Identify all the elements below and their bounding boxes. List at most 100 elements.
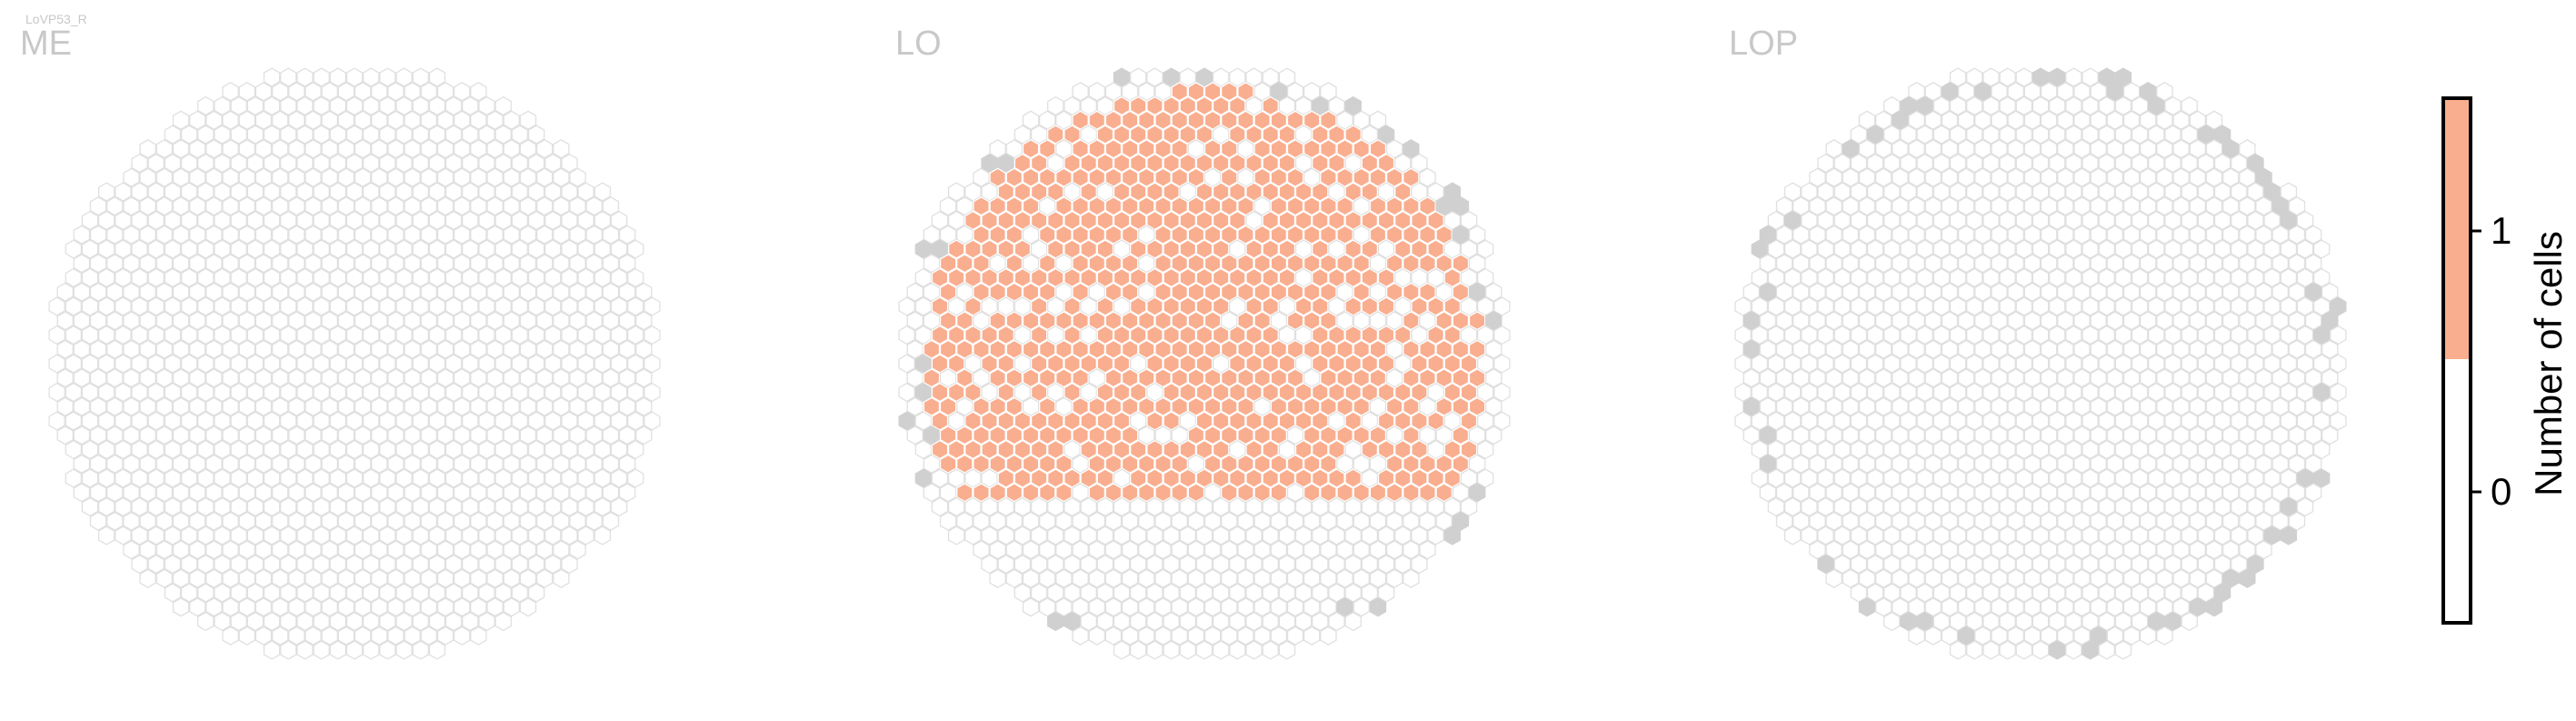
hex-cell — [947, 267, 965, 288]
hex-cell — [1900, 153, 1917, 174]
hex-cell — [2065, 496, 2082, 517]
hex-cell — [2189, 254, 2206, 274]
hex-cell — [246, 153, 265, 174]
hex-cell — [329, 439, 347, 460]
hex-cell — [1336, 139, 1353, 159]
hex-cell — [503, 282, 520, 302]
hex-cell — [956, 368, 973, 388]
hex-cell — [1179, 640, 1197, 660]
hex-cell — [2156, 626, 2173, 646]
hex-cell — [2288, 511, 2306, 531]
hex-cell — [2048, 496, 2066, 517]
hex-cell — [2231, 439, 2248, 460]
hex-cell — [2312, 411, 2331, 431]
hex-cell — [1138, 339, 1155, 359]
hex-cell — [1452, 339, 1470, 359]
hex-cell — [914, 468, 933, 488]
hex-cell — [89, 426, 107, 446]
hex-cell — [81, 325, 99, 345]
hex-cell — [1892, 139, 1909, 159]
hex-cell — [1982, 382, 2000, 403]
hex-cell — [2164, 325, 2182, 345]
hex-cell — [131, 325, 148, 345]
hex-cell — [1908, 167, 1925, 187]
hex-cell — [2007, 426, 2024, 446]
hex-cell — [1900, 239, 1917, 259]
hex-cell — [444, 95, 463, 116]
hex-cell — [1817, 182, 1834, 202]
hex-cell — [2065, 182, 2082, 202]
hex-cell — [1783, 182, 1802, 202]
hex-cell — [2271, 282, 2289, 302]
hex-cell — [1949, 153, 1967, 174]
hex-cell — [255, 282, 273, 302]
colorbar-tick-label-1: 1 — [2491, 209, 2511, 252]
hex-cell — [1344, 583, 1362, 603]
hex-cell — [2197, 182, 2215, 202]
hex-cell — [1949, 411, 1967, 431]
hex-cell — [1320, 540, 1337, 560]
hex-cell — [164, 554, 182, 575]
hex-cell — [470, 282, 487, 302]
hex-cell — [189, 254, 206, 274]
hex-cell — [1113, 354, 1131, 374]
hex-cell — [1278, 496, 1296, 517]
hex-cell — [602, 511, 620, 531]
hex-cell — [197, 239, 215, 259]
hex-cell — [1303, 167, 1321, 187]
hex-cell — [923, 311, 941, 331]
hex-cell — [238, 311, 256, 331]
hex-cell — [436, 110, 454, 130]
hex-cell — [503, 339, 520, 359]
hex-cell — [296, 296, 314, 316]
hex-cell — [1833, 439, 1851, 460]
hex-cell — [470, 511, 487, 531]
hex-cell — [2280, 239, 2298, 259]
hex-cell — [1842, 396, 1860, 416]
hex-cell — [2304, 339, 2322, 359]
hex-cell — [1022, 339, 1040, 359]
hex-cell — [1411, 382, 1428, 403]
hex-cell — [263, 382, 281, 403]
hex-cell — [387, 426, 404, 446]
hex-cell — [1286, 454, 1304, 474]
hex-cell — [362, 95, 380, 116]
hex-cell — [1999, 354, 2016, 374]
hex-cell — [2106, 368, 2124, 388]
hex-cell — [1842, 282, 1860, 302]
hex-cell — [1974, 254, 1992, 274]
hex-cell — [1039, 396, 1056, 416]
hex-cell — [1130, 496, 1147, 517]
hex-cell — [2247, 382, 2264, 403]
hex-cell — [1924, 311, 1942, 331]
hex-cell — [1072, 311, 1089, 331]
hex-cell — [2239, 196, 2256, 216]
hex-cell — [1221, 626, 1238, 646]
hex-cell — [956, 426, 973, 446]
hex-cell — [470, 139, 487, 159]
hex-cell — [1328, 554, 1345, 575]
hex-cell — [1394, 296, 1412, 316]
hex-cell — [1883, 325, 1901, 345]
hex-cell — [1419, 311, 1436, 331]
hex-cell — [180, 496, 198, 517]
hex-cell — [1353, 454, 1370, 474]
hex-cell — [1385, 368, 1403, 388]
hex-cell — [1179, 354, 1197, 374]
hex-cell — [280, 354, 297, 374]
hex-cell — [1005, 339, 1023, 359]
hex-cell — [2015, 554, 2033, 575]
hex-cell — [1047, 611, 1064, 632]
hex-cell — [1916, 95, 1933, 116]
hex-cell — [1883, 526, 1901, 546]
hex-cell — [436, 139, 454, 159]
hex-cell — [444, 611, 463, 632]
hex-cell — [1941, 396, 1959, 416]
hex-cell — [535, 454, 554, 474]
hex-cell — [1377, 496, 1395, 517]
hex-cell — [1294, 583, 1313, 603]
hex-cell — [2082, 439, 2099, 460]
hex-cell — [1138, 511, 1155, 531]
hex-cell — [2255, 368, 2272, 388]
hex-cell — [1759, 483, 1777, 503]
